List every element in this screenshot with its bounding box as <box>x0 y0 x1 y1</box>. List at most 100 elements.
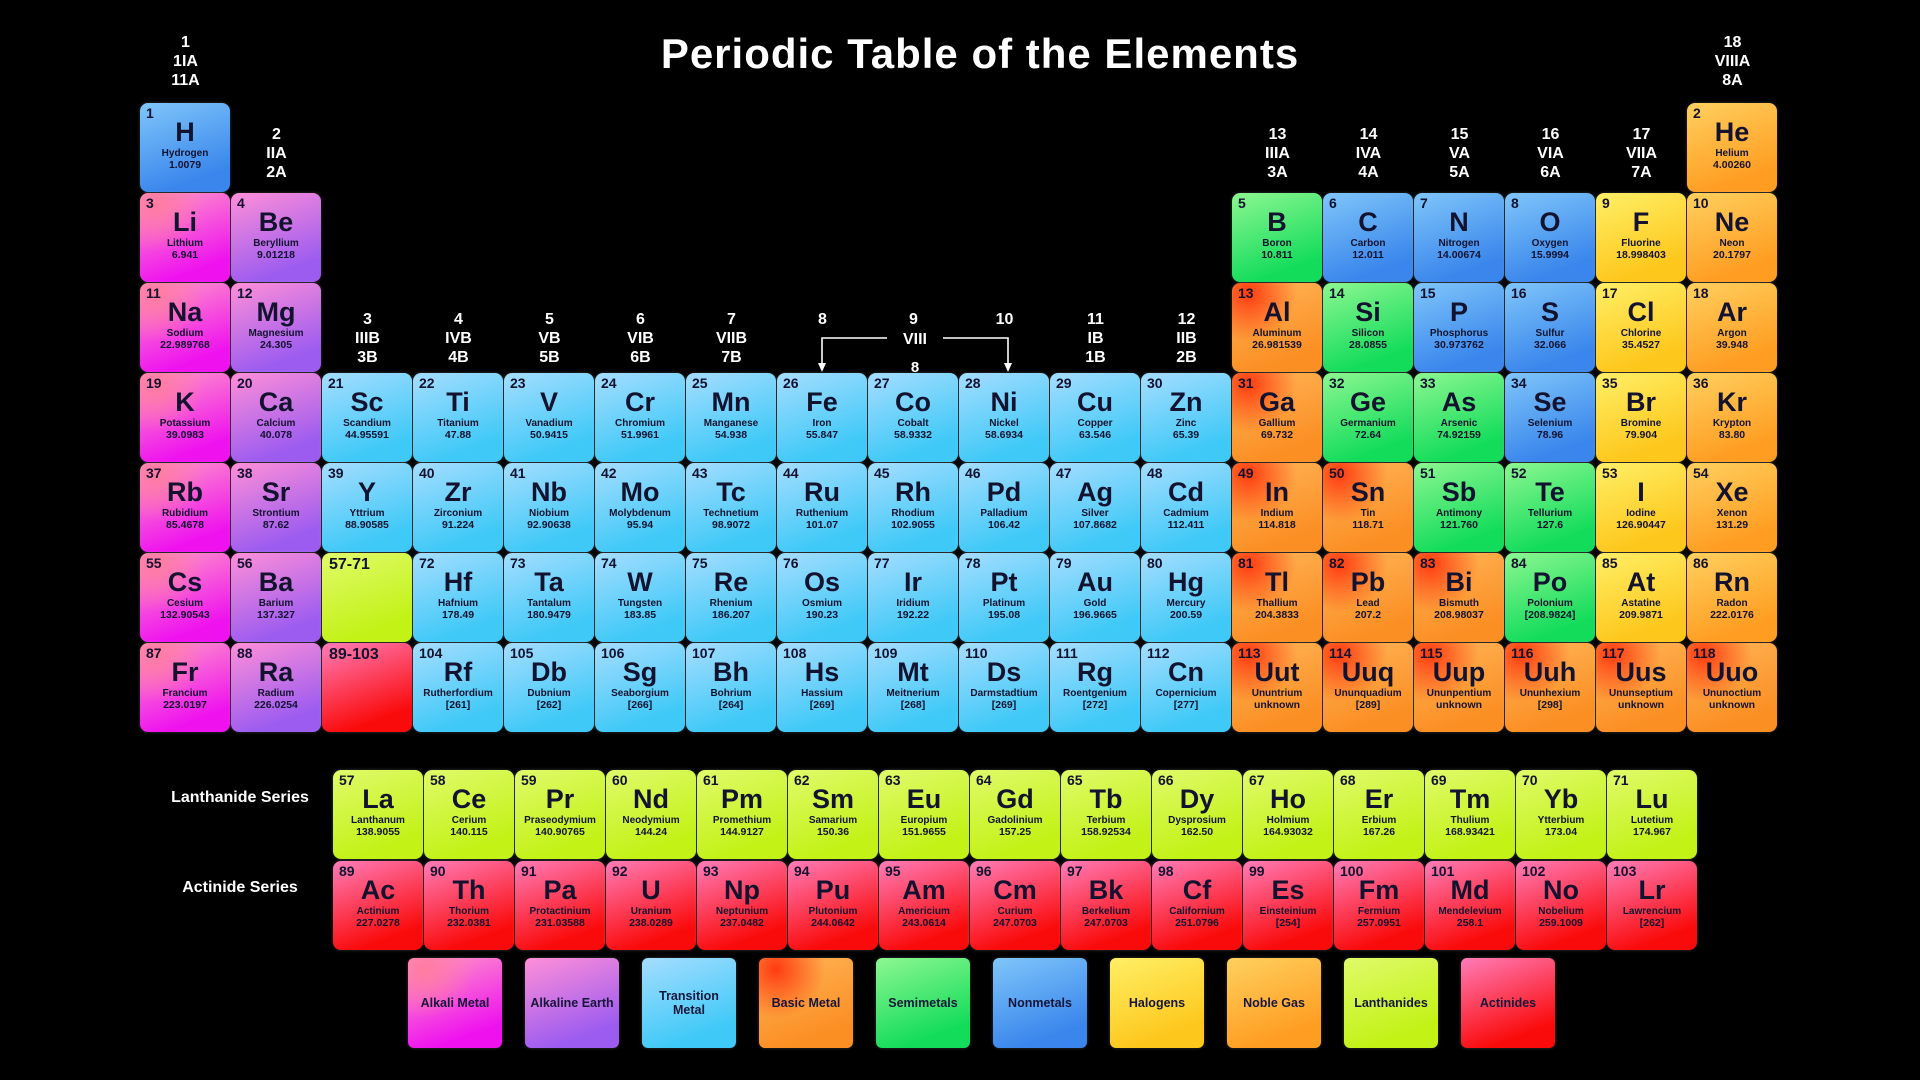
element-Ho[interactable]: 67 Ho Holmium 164.93032 <box>1243 770 1333 859</box>
element-Xe[interactable]: 54 Xe Xenon 131.29 <box>1687 463 1777 552</box>
element-Ca[interactable]: 20 Ca Calcium 40.078 <box>231 373 321 462</box>
element-Ne[interactable]: 10 Ne Neon 20.1797 <box>1687 193 1777 282</box>
element-Cf[interactable]: 98 Cf Californium 251.0796 <box>1152 861 1242 950</box>
element-Ra[interactable]: 88 Ra Radium 226.0254 <box>231 643 321 732</box>
element-Y[interactable]: 39 Y Yttrium 88.90585 <box>322 463 412 552</box>
element-Ag[interactable]: 47 Ag Silver 107.8682 <box>1050 463 1140 552</box>
element-Bh[interactable]: 107 Bh Bohrium [264] <box>686 643 776 732</box>
element-S[interactable]: 16 S Sulfur 32.066 <box>1505 283 1595 372</box>
element-Sg[interactable]: 106 Sg Seaborgium [266] <box>595 643 685 732</box>
element-Nb[interactable]: 41 Nb Niobium 92.90638 <box>504 463 594 552</box>
element-Zn[interactable]: 30 Zn Zinc 65.39 <box>1141 373 1231 462</box>
element-Uuh[interactable]: 116 Uuh Ununhexium [298] <box>1505 643 1595 732</box>
element-In[interactable]: 49 In Indium 114.818 <box>1232 463 1322 552</box>
element-Ga[interactable]: 31 Ga Gallium 69.732 <box>1232 373 1322 462</box>
element-Pu[interactable]: 94 Pu Plutonium 244.0642 <box>788 861 878 950</box>
element-Rh[interactable]: 45 Rh Rhodium 102.9055 <box>868 463 958 552</box>
element-Pd[interactable]: 46 Pd Palladium 106.42 <box>959 463 1049 552</box>
element-Te[interactable]: 52 Te Tellurium 127.6 <box>1505 463 1595 552</box>
element-Db[interactable]: 105 Db Dubnium [262] <box>504 643 594 732</box>
element-Si[interactable]: 14 Si Silicon 28.0855 <box>1323 283 1413 372</box>
element-Fm[interactable]: 100 Fm Fermium 257.0951 <box>1334 861 1424 950</box>
element-Nd[interactable]: 60 Nd Neodymium 144.24 <box>606 770 696 859</box>
element-Bk[interactable]: 97 Bk Berkelium 247.0703 <box>1061 861 1151 950</box>
element-Mo[interactable]: 42 Mo Molybdenum 95.94 <box>595 463 685 552</box>
element-Ge[interactable]: 32 Ge Germanium 72.64 <box>1323 373 1413 462</box>
element-K[interactable]: 19 K Potassium 39.0983 <box>140 373 230 462</box>
element-B[interactable]: 5 B Boron 10.811 <box>1232 193 1322 282</box>
element-Gd[interactable]: 64 Gd Gadolinium 157.25 <box>970 770 1060 859</box>
element-Mn[interactable]: 25 Mn Manganese 54.938 <box>686 373 776 462</box>
element-Pa[interactable]: 91 Pa Protactinium 231.03588 <box>515 861 605 950</box>
element-Am[interactable]: 95 Am Americium 243.0614 <box>879 861 969 950</box>
element-I[interactable]: 53 I Iodine 126.90447 <box>1596 463 1686 552</box>
element-Np[interactable]: 93 Np Neptunium 237.0482 <box>697 861 787 950</box>
element-Uut[interactable]: 113 Uut Ununtrium unknown <box>1232 643 1322 732</box>
element-Re[interactable]: 75 Re Rhenium 186.207 <box>686 553 776 642</box>
element-Mg[interactable]: 12 Mg Magnesium 24.305 <box>231 283 321 372</box>
element-Po[interactable]: 84 Po Polonium [208.9824] <box>1505 553 1595 642</box>
element-Ru[interactable]: 44 Ru Ruthenium 101.07 <box>777 463 867 552</box>
element-Cu[interactable]: 29 Cu Copper 63.546 <box>1050 373 1140 462</box>
element-Ti[interactable]: 22 Ti Titanium 47.88 <box>413 373 503 462</box>
element-Sb[interactable]: 51 Sb Antimony 121.760 <box>1414 463 1504 552</box>
element-Ds[interactable]: 110 Ds Darmstadtium [269] <box>959 643 1049 732</box>
element-Cn[interactable]: 112 Cn Copernicium [277] <box>1141 643 1231 732</box>
element-Rn[interactable]: 86 Rn Radon 222.0176 <box>1687 553 1777 642</box>
element-Ce[interactable]: 58 Ce Cerium 140.115 <box>424 770 514 859</box>
element-Th[interactable]: 90 Th Thorium 232.0381 <box>424 861 514 950</box>
element-Sm[interactable]: 62 Sm Samarium 150.36 <box>788 770 878 859</box>
element-V[interactable]: 23 V Vanadium 50.9415 <box>504 373 594 462</box>
element-Hg[interactable]: 80 Hg Mercury 200.59 <box>1141 553 1231 642</box>
element-Rb[interactable]: 37 Rb Rubidium 85.4678 <box>140 463 230 552</box>
element-Uus[interactable]: 117 Uus Ununseptium unknown <box>1596 643 1686 732</box>
element-Yb[interactable]: 70 Yb Ytterbium 173.04 <box>1516 770 1606 859</box>
element-At[interactable]: 85 At Astatine 209.9871 <box>1596 553 1686 642</box>
element-Os[interactable]: 76 Os Osmium 190.23 <box>777 553 867 642</box>
element-Rg[interactable]: 111 Rg Roentgenium [272] <box>1050 643 1140 732</box>
element-Uup[interactable]: 115 Uup Ununpentium unknown <box>1414 643 1504 732</box>
element-Cs[interactable]: 55 Cs Cesium 132.90543 <box>140 553 230 642</box>
element-W[interactable]: 74 W Tungsten 183.85 <box>595 553 685 642</box>
element-Cl[interactable]: 17 Cl Chlorine 35.4527 <box>1596 283 1686 372</box>
element-Md[interactable]: 101 Md Mendelevium 258.1 <box>1425 861 1515 950</box>
element-Pm[interactable]: 61 Pm Promethium 144.9127 <box>697 770 787 859</box>
element-Es[interactable]: 99 Es Einsteinium [254] <box>1243 861 1333 950</box>
element-Ir[interactable]: 77 Ir Iridium 192.22 <box>868 553 958 642</box>
element-Sr[interactable]: 38 Sr Strontium 87.62 <box>231 463 321 552</box>
element-Rf[interactable]: 104 Rf Rutherfordium [261] <box>413 643 503 732</box>
element-Hs[interactable]: 108 Hs Hassium [269] <box>777 643 867 732</box>
element-Tl[interactable]: 81 Tl Thallium 204.3833 <box>1232 553 1322 642</box>
element-Dy[interactable]: 66 Dy Dysprosium 162.50 <box>1152 770 1242 859</box>
placeholder-89-103[interactable]: 89-103 <box>322 643 412 732</box>
element-Pb[interactable]: 82 Pb Lead 207.2 <box>1323 553 1413 642</box>
element-P[interactable]: 15 P Phosphorus 30.973762 <box>1414 283 1504 372</box>
element-Ba[interactable]: 56 Ba Barium 137.327 <box>231 553 321 642</box>
element-Ni[interactable]: 28 Ni Nickel 58.6934 <box>959 373 1049 462</box>
element-Bi[interactable]: 83 Bi Bismuth 208.98037 <box>1414 553 1504 642</box>
element-Lu[interactable]: 71 Lu Lutetium 174.967 <box>1607 770 1697 859</box>
element-N[interactable]: 7 N Nitrogen 14.00674 <box>1414 193 1504 282</box>
element-Sn[interactable]: 50 Sn Tin 118.71 <box>1323 463 1413 552</box>
element-O[interactable]: 8 O Oxygen 15.9994 <box>1505 193 1595 282</box>
element-Cr[interactable]: 24 Cr Chromium 51.9961 <box>595 373 685 462</box>
element-Uuq[interactable]: 114 Uuq Ununquadium [289] <box>1323 643 1413 732</box>
element-No[interactable]: 102 No Nobelium 259.1009 <box>1516 861 1606 950</box>
element-Br[interactable]: 35 Br Bromine 79.904 <box>1596 373 1686 462</box>
element-Na[interactable]: 11 Na Sodium 22.989768 <box>140 283 230 372</box>
element-Li[interactable]: 3 Li Lithium 6.941 <box>140 193 230 282</box>
element-Fe[interactable]: 26 Fe Iron 55.847 <box>777 373 867 462</box>
element-Mt[interactable]: 109 Mt Meitnerium [268] <box>868 643 958 732</box>
element-Eu[interactable]: 63 Eu Europium 151.9655 <box>879 770 969 859</box>
element-Er[interactable]: 68 Er Erbium 167.26 <box>1334 770 1424 859</box>
element-Cd[interactable]: 48 Cd Cadmium 112.411 <box>1141 463 1231 552</box>
element-Uuo[interactable]: 118 Uuo Ununoctium unknown <box>1687 643 1777 732</box>
element-U[interactable]: 92 U Uranium 238.0289 <box>606 861 696 950</box>
element-C[interactable]: 6 C Carbon 12.011 <box>1323 193 1413 282</box>
element-F[interactable]: 9 F Fluorine 18.998403 <box>1596 193 1686 282</box>
element-Se[interactable]: 34 Se Selenium 78.96 <box>1505 373 1595 462</box>
element-Tc[interactable]: 43 Tc Technetium 98.9072 <box>686 463 776 552</box>
element-Fr[interactable]: 87 Fr Francium 223.0197 <box>140 643 230 732</box>
element-H[interactable]: 1 H Hydrogen 1.0079 <box>140 103 230 192</box>
element-Lr[interactable]: 103 Lr Lawrencium [262] <box>1607 861 1697 950</box>
